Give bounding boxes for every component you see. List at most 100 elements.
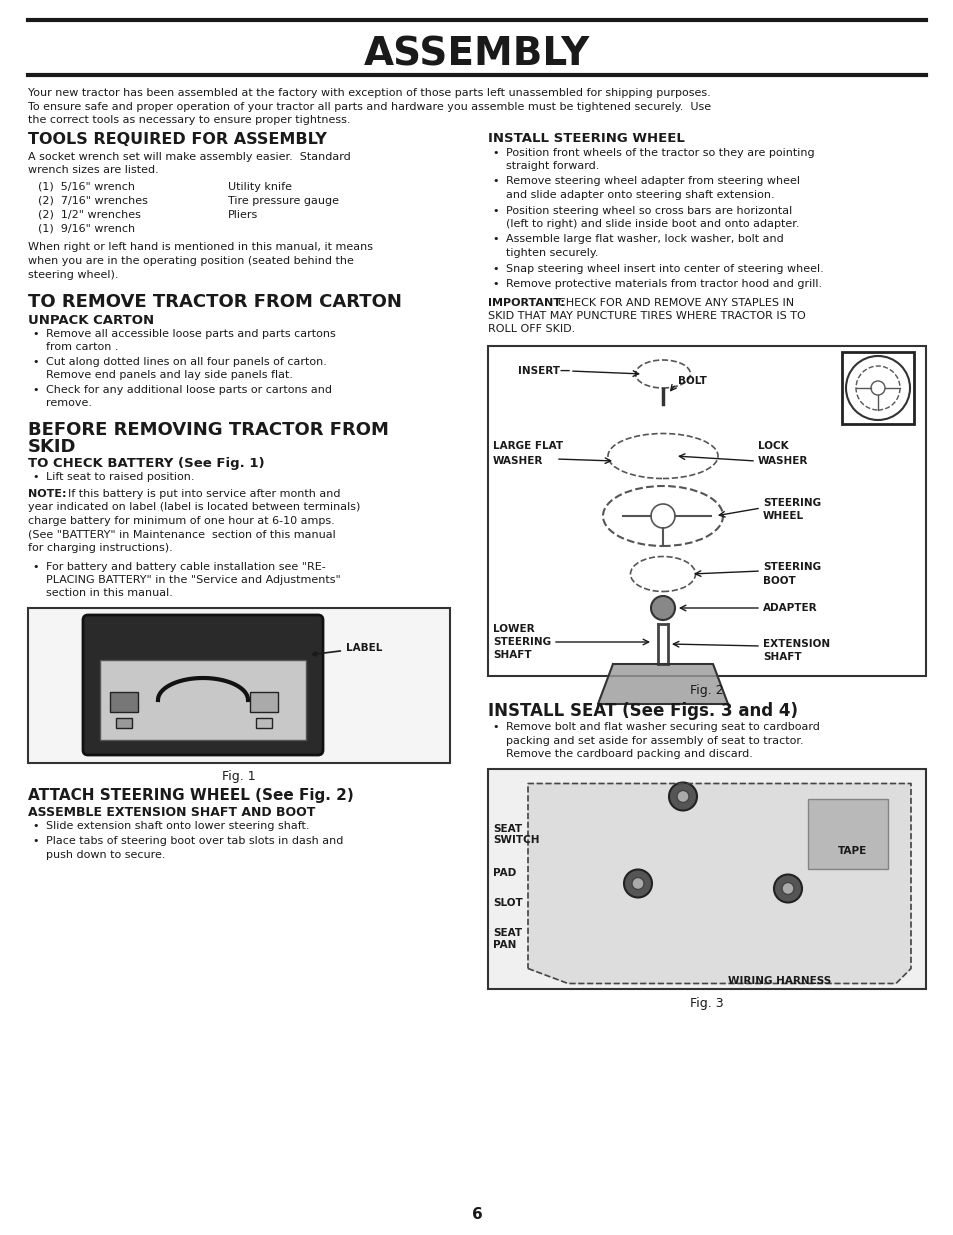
Text: •: • bbox=[493, 205, 498, 215]
Text: LARGE FLAT: LARGE FLAT bbox=[493, 441, 562, 451]
Circle shape bbox=[781, 883, 793, 894]
Text: •: • bbox=[32, 836, 39, 846]
Text: (1)  9/16" wrench: (1) 9/16" wrench bbox=[38, 224, 135, 233]
Text: WIRING HARNESS: WIRING HARNESS bbox=[727, 976, 830, 986]
Text: LABEL: LABEL bbox=[313, 643, 382, 656]
Text: (left to right) and slide inside boot and onto adapter.: (left to right) and slide inside boot an… bbox=[505, 219, 799, 228]
Text: TOOLS REQUIRED FOR ASSEMBLY: TOOLS REQUIRED FOR ASSEMBLY bbox=[28, 132, 327, 147]
Polygon shape bbox=[527, 783, 910, 983]
Text: INSERT—: INSERT— bbox=[517, 366, 570, 375]
Text: •: • bbox=[32, 357, 39, 367]
Text: •: • bbox=[32, 329, 39, 338]
Text: Tire pressure gauge: Tire pressure gauge bbox=[228, 195, 338, 205]
Text: Position front wheels of the tractor so they are pointing: Position front wheels of the tractor so … bbox=[505, 147, 814, 158]
Text: Position steering wheel so cross bars are horizontal: Position steering wheel so cross bars ar… bbox=[505, 205, 791, 215]
Text: when you are in the operating position (seated behind the: when you are in the operating position (… bbox=[28, 256, 354, 266]
Bar bbox=[488, 768, 925, 988]
Text: Fig. 2: Fig. 2 bbox=[689, 684, 723, 697]
Text: •: • bbox=[493, 263, 498, 273]
Text: for charging instructions).: for charging instructions). bbox=[28, 543, 172, 553]
Text: push down to secure.: push down to secure. bbox=[46, 850, 165, 860]
Text: the correct tools as necessary to ensure proper tightness.: the correct tools as necessary to ensure… bbox=[28, 115, 350, 125]
Text: year indicated on label (label is located between terminals): year indicated on label (label is locate… bbox=[28, 503, 360, 513]
Text: 6: 6 bbox=[471, 1207, 482, 1221]
Text: CHECK FOR AND REMOVE ANY STAPLES IN: CHECK FOR AND REMOVE ANY STAPLES IN bbox=[551, 298, 793, 308]
Text: Fig. 3: Fig. 3 bbox=[689, 997, 723, 1009]
Text: Place tabs of steering boot over tab slots in dash and: Place tabs of steering boot over tab slo… bbox=[46, 836, 343, 846]
Text: (1)  5/16" wrench: (1) 5/16" wrench bbox=[38, 182, 135, 191]
Text: (2)  7/16" wrenches: (2) 7/16" wrenches bbox=[38, 195, 148, 205]
Text: Remove steering wheel adapter from steering wheel: Remove steering wheel adapter from steer… bbox=[505, 177, 800, 186]
Text: Remove end panels and lay side panels flat.: Remove end panels and lay side panels fl… bbox=[46, 370, 293, 380]
Circle shape bbox=[623, 869, 651, 898]
Text: straight forward.: straight forward. bbox=[505, 161, 598, 170]
Text: ADAPTER: ADAPTER bbox=[762, 603, 817, 613]
Text: Your new tractor has been assembled at the factory with exception of those parts: Your new tractor has been assembled at t… bbox=[28, 88, 710, 98]
Text: SKID THAT MAY PUNCTURE TIRES WHERE TRACTOR IS TO: SKID THAT MAY PUNCTURE TIRES WHERE TRACT… bbox=[488, 311, 805, 321]
Text: Fig. 1: Fig. 1 bbox=[222, 769, 255, 783]
Text: If this battery is put into service after month and: If this battery is put into service afte… bbox=[61, 489, 340, 499]
Text: Remove all accessible loose parts and parts cartons: Remove all accessible loose parts and pa… bbox=[46, 329, 335, 338]
Text: WASHER: WASHER bbox=[758, 456, 807, 466]
Bar bbox=[116, 718, 132, 727]
Text: Assemble large flat washer, lock washer, bolt and: Assemble large flat washer, lock washer,… bbox=[505, 235, 783, 245]
Text: BEFORE REMOVING TRACTOR FROM: BEFORE REMOVING TRACTOR FROM bbox=[28, 421, 389, 438]
Text: •: • bbox=[493, 722, 498, 732]
Text: BOOT: BOOT bbox=[762, 576, 795, 585]
Text: Remove protective materials from tractor hood and grill.: Remove protective materials from tractor… bbox=[505, 279, 821, 289]
Text: (See "BATTERY" in Maintenance  section of this manual: (See "BATTERY" in Maintenance section of… bbox=[28, 530, 335, 540]
Text: STEERING: STEERING bbox=[762, 562, 821, 572]
Text: ASSEMBLY: ASSEMBLY bbox=[363, 36, 590, 74]
Text: TO CHECK BATTERY (See Fig. 1): TO CHECK BATTERY (See Fig. 1) bbox=[28, 457, 264, 471]
Text: EXTENSION: EXTENSION bbox=[762, 638, 829, 650]
Polygon shape bbox=[598, 664, 727, 704]
Text: Remove the cardboard packing and discard.: Remove the cardboard packing and discard… bbox=[505, 748, 752, 760]
Text: and slide adapter onto steering shaft extension.: and slide adapter onto steering shaft ex… bbox=[505, 190, 774, 200]
Text: When right or left hand is mentioned in this manual, it means: When right or left hand is mentioned in … bbox=[28, 242, 373, 252]
Text: STEERING: STEERING bbox=[493, 637, 551, 647]
Text: •: • bbox=[493, 177, 498, 186]
Bar bbox=[250, 692, 277, 713]
Text: •: • bbox=[493, 279, 498, 289]
Text: PLACING BATTERY" in the "Service and Adjustments": PLACING BATTERY" in the "Service and Adj… bbox=[46, 576, 340, 585]
Text: ASSEMBLE EXTENSION SHAFT AND BOOT: ASSEMBLE EXTENSION SHAFT AND BOOT bbox=[28, 806, 315, 819]
Bar bbox=[110, 692, 138, 713]
Bar bbox=[488, 346, 925, 676]
Text: •: • bbox=[32, 821, 39, 831]
Text: SHAFT: SHAFT bbox=[493, 650, 531, 659]
Text: TO REMOVE TRACTOR FROM CARTON: TO REMOVE TRACTOR FROM CARTON bbox=[28, 293, 401, 311]
Text: Check for any additional loose parts or cartons and: Check for any additional loose parts or … bbox=[46, 385, 332, 395]
Text: •: • bbox=[493, 147, 498, 158]
Text: tighten securely.: tighten securely. bbox=[505, 248, 598, 258]
Text: SKID: SKID bbox=[28, 438, 76, 456]
Text: LOCK: LOCK bbox=[758, 441, 788, 451]
Text: Remove bolt and flat washer securing seat to cardboard: Remove bolt and flat washer securing sea… bbox=[505, 722, 819, 732]
Text: INSTALL STEERING WHEEL: INSTALL STEERING WHEEL bbox=[488, 132, 684, 146]
Text: •: • bbox=[32, 562, 39, 572]
Circle shape bbox=[668, 783, 697, 810]
Circle shape bbox=[773, 874, 801, 903]
Bar bbox=[807, 799, 887, 868]
Text: SHAFT: SHAFT bbox=[762, 652, 801, 662]
Text: ATTACH STEERING WHEEL (See Fig. 2): ATTACH STEERING WHEEL (See Fig. 2) bbox=[28, 788, 354, 803]
Text: STEERING: STEERING bbox=[762, 498, 821, 508]
Text: packing and set aside for assembly of seat to tractor.: packing and set aside for assembly of se… bbox=[505, 736, 802, 746]
Text: IMPORTANT:: IMPORTANT: bbox=[488, 298, 564, 308]
Text: Lift seat to raised position.: Lift seat to raised position. bbox=[46, 472, 194, 482]
Text: SLOT: SLOT bbox=[493, 899, 522, 909]
Text: TAPE: TAPE bbox=[837, 846, 866, 857]
Text: •: • bbox=[32, 385, 39, 395]
Text: LOWER: LOWER bbox=[493, 624, 534, 634]
Text: •: • bbox=[32, 472, 39, 482]
Text: NOTE:: NOTE: bbox=[28, 489, 67, 499]
Text: section in this manual.: section in this manual. bbox=[46, 589, 172, 599]
Text: Snap steering wheel insert into center of steering wheel.: Snap steering wheel insert into center o… bbox=[505, 263, 822, 273]
Text: UNPACK CARTON: UNPACK CARTON bbox=[28, 314, 154, 327]
Circle shape bbox=[650, 597, 675, 620]
Text: Pliers: Pliers bbox=[228, 210, 258, 220]
Text: WHEEL: WHEEL bbox=[762, 511, 803, 521]
Text: Utility knife: Utility knife bbox=[228, 182, 292, 191]
Text: To ensure safe and proper operation of your tractor all parts and hardware you a: To ensure safe and proper operation of y… bbox=[28, 101, 710, 111]
Bar bbox=[100, 659, 306, 740]
Circle shape bbox=[631, 878, 643, 889]
